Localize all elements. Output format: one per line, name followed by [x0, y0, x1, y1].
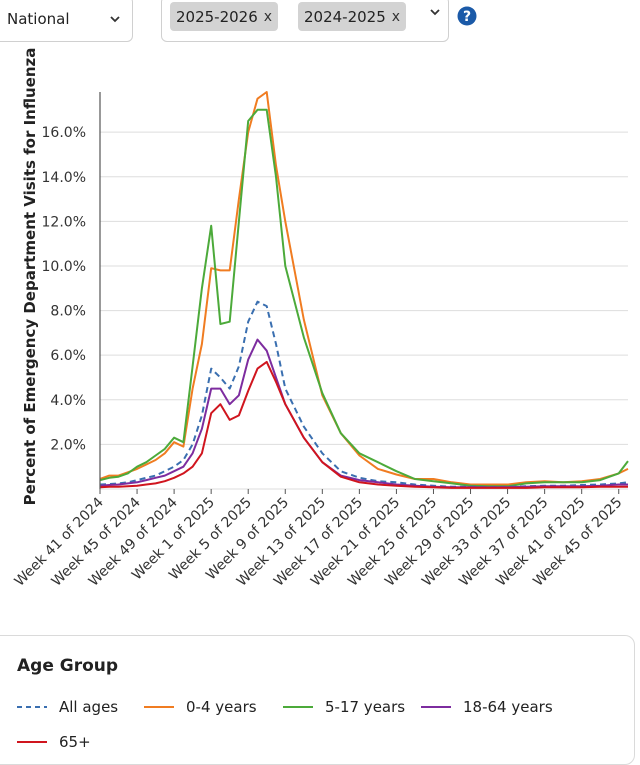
- region-select-value: National: [7, 10, 70, 28]
- y-tick-labels: 2.0% 4.0% 6.0% 8.0% 10.0% 12.0% 14.0% 16.0%: [42, 125, 86, 453]
- legend-item-all-ages[interactable]: All ages: [17, 697, 118, 717]
- season-chip-2025-2026[interactable]: 2025-2026 x: [170, 2, 279, 31]
- help-icon[interactable]: ?: [457, 6, 477, 26]
- line-swatch: [421, 706, 451, 708]
- legend-label: All ages: [59, 698, 119, 716]
- legend-label: 5-17 years: [325, 698, 406, 716]
- season-chip-label: 2024-2025: [304, 7, 386, 26]
- dashed-line-swatch: [17, 706, 47, 708]
- season-chip-2024-2025[interactable]: 2024-2025 x: [298, 2, 407, 31]
- legend-label: 0-4 years: [186, 698, 257, 716]
- legend-label: 65+: [59, 733, 91, 751]
- legend-item-65-plus[interactable]: 65+: [17, 732, 91, 752]
- legend: Age Group All ages 0-4 years 5-17 years …: [0, 635, 635, 765]
- y-tick-label: 2.0%: [50, 437, 86, 453]
- svg-text:?: ?: [463, 9, 471, 25]
- series-line-5-17-years: [99, 108, 629, 488]
- line-swatch: [283, 706, 313, 708]
- y-tick-label: 4.0%: [50, 393, 86, 409]
- remove-season-icon[interactable]: x: [263, 8, 273, 25]
- y-tick-label: 10.0%: [42, 259, 86, 275]
- chevron-down-icon: [430, 9, 440, 16]
- series-line-65-: [99, 360, 628, 489]
- series-line-18-64-years: [99, 338, 628, 489]
- series-line-0-4-years: [99, 91, 629, 486]
- series-lines: [99, 91, 629, 489]
- y-tick-label: 16.0%: [42, 125, 86, 141]
- influenza-ed-visits-chart: 2.0% 4.0% 6.0% 8.0% 10.0% 12.0% 14.0% 16.0% Wee…: [12, 48, 629, 590]
- legend-label: 18-64 years: [463, 698, 553, 716]
- legend-item-18-64-years[interactable]: 18-64 years: [421, 697, 553, 717]
- line-swatch: [17, 741, 47, 743]
- chevron-down-icon: [110, 16, 120, 23]
- legend-title: Age Group: [17, 656, 119, 676]
- remove-season-icon[interactable]: x: [391, 8, 401, 25]
- line-swatch: [144, 706, 174, 708]
- region-select[interactable]: National: [0, 0, 133, 42]
- legend-item-5-17-years[interactable]: 5-17 years: [283, 697, 405, 717]
- gridlines: [100, 131, 628, 490]
- legend-item-0-4-years[interactable]: 0-4 years: [144, 697, 257, 717]
- y-tick-label: 6.0%: [50, 348, 86, 364]
- series-line-all-ages: [99, 300, 629, 489]
- y-axis-label: Percent of Emergency Department Visits f…: [21, 48, 39, 506]
- y-tick-label: 12.0%: [42, 214, 86, 230]
- y-tick-label: 14.0%: [42, 170, 86, 186]
- chart-controls: National 2025-2026 x 2024-2025 x ?: [0, 0, 640, 44]
- y-tick-label: 8.0%: [50, 304, 86, 320]
- season-multiselect[interactable]: 2025-2026 x 2024-2025 x: [161, 0, 449, 42]
- season-chip-label: 2025-2026: [176, 7, 258, 26]
